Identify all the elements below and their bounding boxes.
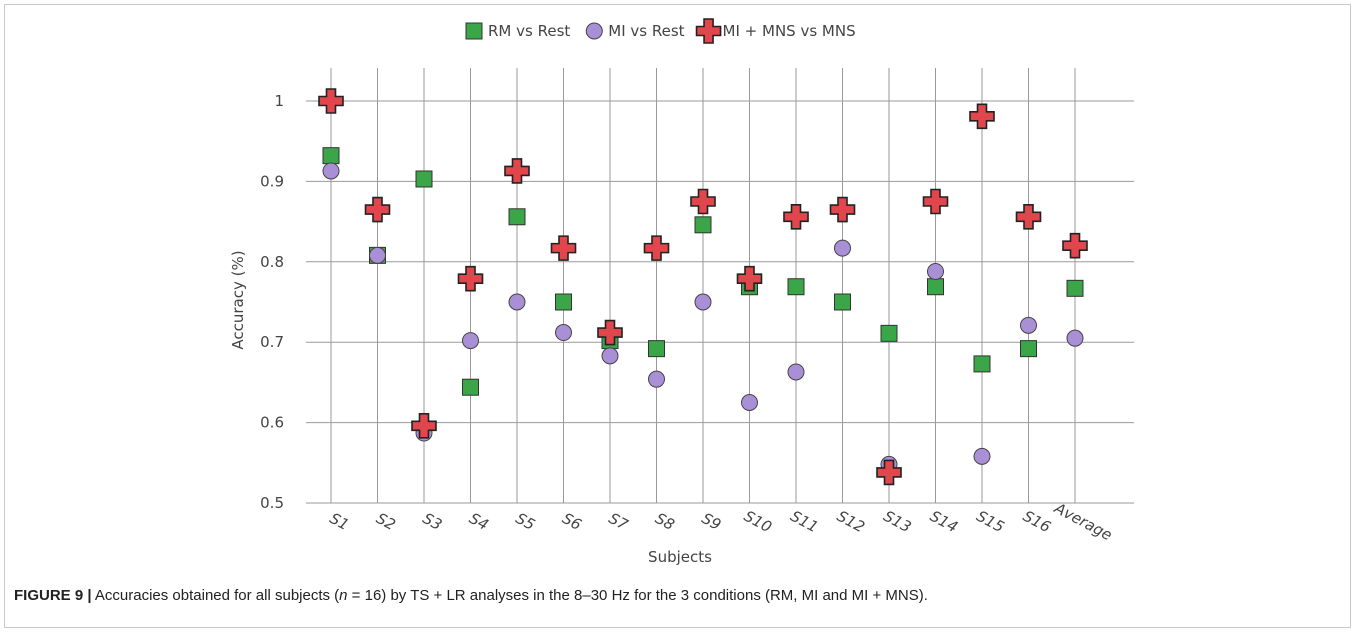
data-point xyxy=(1020,340,1037,358)
data-point xyxy=(1066,279,1084,297)
x-tick-label: S7 xyxy=(606,509,632,534)
data-point xyxy=(504,158,530,184)
data-point xyxy=(787,363,805,381)
legend-label: MI vs Rest xyxy=(608,22,684,40)
y-tick-label: 0.8 xyxy=(260,253,284,271)
data-point xyxy=(648,370,665,388)
data-point xyxy=(457,265,484,292)
data-point xyxy=(462,332,479,350)
legend-marker xyxy=(585,22,603,40)
data-point xyxy=(597,319,623,346)
x-tick-label: S14 xyxy=(927,507,961,536)
x-tick-label: S3 xyxy=(420,509,445,534)
data-point xyxy=(834,293,851,311)
y-tick-label: 1 xyxy=(274,92,284,110)
figure-frame xyxy=(4,4,1351,628)
y-tick-label: 0.5 xyxy=(260,494,284,512)
data-point xyxy=(787,278,805,296)
data-point xyxy=(643,235,670,261)
series-cross xyxy=(318,88,1088,486)
y-tick-labels: 0.5 0.6 0.7 0.8 0.9 1 xyxy=(260,92,284,512)
data-point xyxy=(694,216,712,234)
x-tick-label: S10 xyxy=(741,507,775,536)
data-point xyxy=(1066,329,1084,347)
x-tick-label: S9 xyxy=(699,509,724,534)
data-point xyxy=(694,293,712,311)
data-point xyxy=(508,208,526,226)
data-point xyxy=(648,340,665,358)
scatter-chart: 0.50.60.70.80.91 S1 S2 S3 S4 S5 S6 S7 S8 S9 S10 S1… xyxy=(229,18,1134,566)
data-point xyxy=(1020,316,1037,334)
x-tick-labels: S1 S2 S3 S4 S5 S6 S7 S8 S9 S10 S11 S12 S13 S14 S15 S16A… xyxy=(327,499,1115,545)
caption-n-symbol: n xyxy=(339,587,348,604)
y-tick-label: 0.6 xyxy=(260,414,284,432)
data-point xyxy=(322,147,340,165)
data-point xyxy=(922,188,949,215)
x-tick-label: S5 xyxy=(513,509,538,534)
y-tick-label: 0.7 xyxy=(260,333,284,351)
data-point xyxy=(1062,232,1088,259)
data-point xyxy=(973,355,991,373)
x-tick-label: S2 xyxy=(373,509,398,534)
data-point xyxy=(783,203,809,230)
x-tick-label: S16 xyxy=(1020,507,1054,536)
y-axis-title: Accuracy (%) xyxy=(229,250,247,349)
legend-label: RM vs Rest xyxy=(488,22,570,40)
data-point xyxy=(601,347,619,365)
x-axis-title: Subjects xyxy=(648,548,712,566)
x-tick-label: S6 xyxy=(559,509,584,534)
x-tick-label: S8 xyxy=(652,509,677,534)
data-point xyxy=(880,324,898,342)
data-point xyxy=(829,196,856,223)
data-point xyxy=(690,188,716,215)
legend-label: MI + MNS vs MNS xyxy=(723,22,856,40)
legend: RM vs Rest MI vs Rest MI + MNS vs MNS xyxy=(465,18,856,44)
x-tick-label: S12 xyxy=(834,507,868,536)
x-tick-label: S11 xyxy=(787,507,821,536)
x-tick-label: S1 xyxy=(327,509,352,534)
data-point xyxy=(411,413,437,439)
x-tick-label: S15 xyxy=(973,507,1007,536)
y-tick-label: 0.9 xyxy=(260,172,284,190)
series-circle xyxy=(322,162,1084,473)
data-point xyxy=(927,278,944,296)
x-tick-label: S13 xyxy=(880,507,914,536)
figure-caption: FIGURE 9 | Accuracies obtained for all s… xyxy=(14,587,1344,604)
legend-marker xyxy=(695,18,722,44)
data-point xyxy=(741,394,758,411)
data-point xyxy=(555,293,572,311)
data-point xyxy=(736,265,763,292)
data-point xyxy=(550,235,577,261)
data-point xyxy=(876,459,902,486)
data-point xyxy=(369,246,386,264)
data-point xyxy=(555,324,572,342)
data-point xyxy=(462,378,479,396)
caption-text-after: = 16) by TS + LR analyses in the 8–30 Hz… xyxy=(347,587,928,604)
caption-text-before: Accuracies obtained for all subjects ( xyxy=(91,587,340,604)
data-point xyxy=(318,88,344,114)
data-point xyxy=(1015,203,1042,230)
legend-marker xyxy=(465,22,483,40)
data-point xyxy=(973,447,991,465)
data-points xyxy=(318,88,1088,486)
data-point xyxy=(927,262,944,280)
data-point xyxy=(834,239,851,257)
data-point xyxy=(364,196,391,223)
caption-figure-label: FIGURE 9 | xyxy=(14,587,92,604)
data-point xyxy=(322,162,340,180)
data-point xyxy=(415,170,433,188)
data-point xyxy=(969,103,995,130)
data-point xyxy=(508,293,526,311)
x-tick-label: Average xyxy=(1051,499,1116,545)
x-tick-label: S4 xyxy=(466,509,491,534)
